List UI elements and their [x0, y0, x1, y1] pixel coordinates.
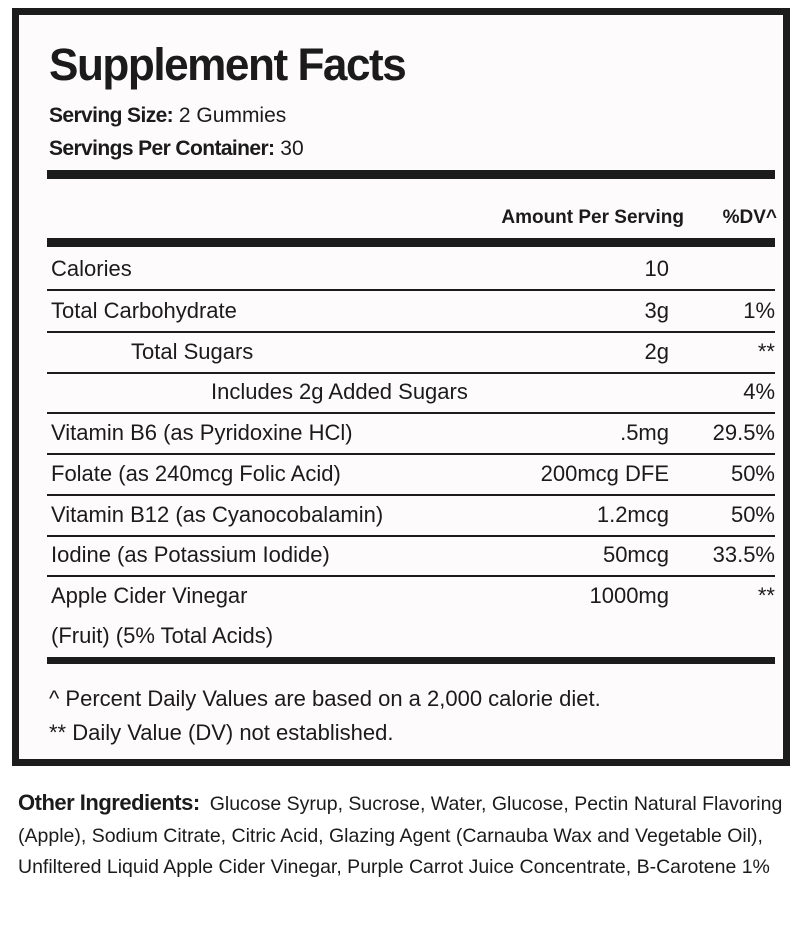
servings-per-container: Servings Per Container: 30 — [49, 137, 304, 161]
other-ingredients-text: Glucose Syrup, Sucrose, Water, Glucose, … — [18, 793, 783, 878]
nutrient-row-vitamin-b12: Vitamin B12 (as Cyanocobalamin) 1.2mcg 50% — [47, 495, 775, 537]
nutrient-amount: 50mcg — [602, 542, 669, 567]
panel-title: Supplement Facts — [49, 39, 407, 90]
nutrient-amount: 10 — [644, 256, 669, 281]
nutrient-row-calories: Calories 10 — [47, 249, 775, 291]
divider-thick — [47, 238, 775, 247]
serving-size-label: Serving Size: — [49, 104, 174, 127]
nutrient-name: Vitamin B12 (as Cyanocobalamin) — [51, 502, 384, 527]
dv-column-header: %DV^ — [722, 207, 777, 228]
amount-column-header: Amount Per Serving — [501, 207, 684, 228]
nutrient-amount: .5mg — [620, 420, 669, 445]
serving-size-value: 2 Gummies — [178, 104, 287, 127]
nutrient-dv: 50% — [730, 502, 775, 527]
nutrient-amount: 2g — [644, 339, 669, 364]
nutrient-row-added-sugars: Includes 2g Added Sugars 4% — [47, 372, 775, 414]
nutrient-dv: ** — [757, 583, 775, 608]
divider-thick — [47, 657, 775, 664]
footnote-not-established: ** Daily Value (DV) not established. — [49, 720, 394, 745]
nutrient-amount: 1000mg — [589, 583, 669, 608]
nutrient-name: Apple Cider Vinegar — [51, 583, 248, 608]
nutrient-name: Total Sugars — [131, 339, 254, 364]
other-ingredients-label: Other Ingredients: — [18, 790, 200, 815]
footnote-dv: ^ Percent Daily Values are based on a 2,… — [49, 686, 601, 711]
nutrient-name-line2: (Fruit) (5% Total Acids) — [51, 623, 274, 648]
nutrient-row-vitamin-b6: Vitamin B6 (as Pyridoxine HCl) .5mg 29.5% — [47, 413, 775, 455]
divider-thick — [47, 170, 775, 179]
servings-per-container-value: 30 — [280, 137, 304, 160]
nutrient-amount: 1.2mcg — [596, 502, 669, 527]
nutrient-dv: ** — [757, 339, 775, 364]
nutrient-dv: 29.5% — [712, 420, 775, 445]
nutrient-row-total-sugars: Total Sugars 2g ** — [47, 332, 775, 374]
nutrient-amount: 200mcg DFE — [540, 461, 669, 486]
nutrient-dv: 33.5% — [712, 542, 775, 567]
nutrient-dv: 1% — [743, 298, 775, 323]
nutrient-name: Calories — [51, 256, 132, 281]
nutrient-name: Folate (as 240mcg Folic Acid) — [51, 461, 341, 486]
nutrient-dv: 4% — [743, 379, 775, 404]
nutrient-name: Iodine (as Potassium Iodide) — [51, 542, 330, 567]
nutrient-row-folate: Folate (as 240mcg Folic Acid) 200mcg DFE 5… — [47, 454, 775, 496]
nutrient-row-total-carbohydrate: Total Carbohydrate 3g 1% — [47, 291, 775, 333]
nutrient-name: Includes 2g Added Sugars — [211, 379, 468, 404]
serving-size: Serving Size: 2 Gummies — [49, 104, 286, 128]
nutrient-row-apple-cider-vinegar: Apple Cider Vinegar (Fruit) (5% Total Aci… — [47, 576, 775, 656]
nutrient-amount: 3g — [644, 298, 669, 323]
nutrient-name: Vitamin B6 (as Pyridoxine HCl) — [51, 420, 353, 445]
nutrient-row-iodine: Iodine (as Potassium Iodide) 50mcg 33.5% — [47, 535, 775, 577]
nutrient-name: Total Carbohydrate — [51, 298, 237, 323]
other-ingredients: Other Ingredients: Glucose Syrup, Sucrose… — [18, 787, 788, 884]
nutrient-dv: 50% — [730, 461, 775, 486]
supplement-facts-panel: Supplement Facts Serving Size: 2 Gummies… — [12, 8, 790, 766]
servings-per-container-label: Servings Per Container: — [49, 137, 275, 160]
